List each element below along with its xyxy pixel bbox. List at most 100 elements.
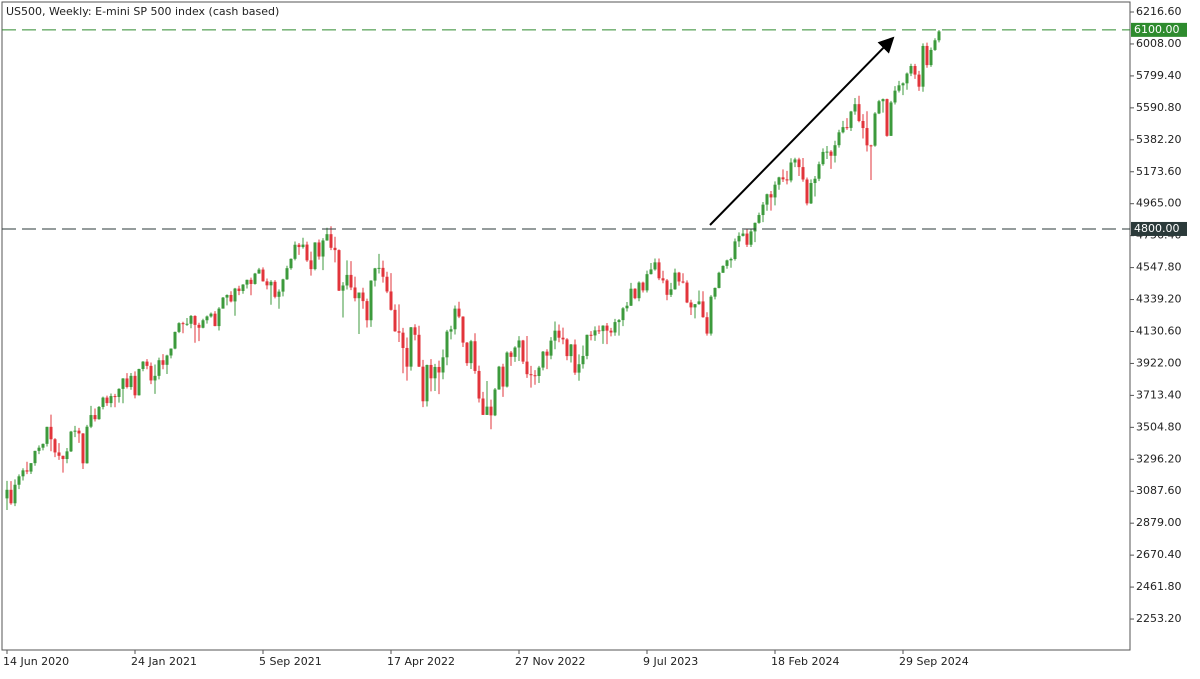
candle-body bbox=[925, 45, 929, 66]
level-label: 4800.00 bbox=[1134, 222, 1180, 235]
candle-body bbox=[61, 455, 65, 460]
candle-body bbox=[349, 274, 353, 288]
candle-body bbox=[361, 292, 365, 302]
plot-frame bbox=[1, 1, 1131, 651]
candle-body bbox=[381, 267, 385, 277]
candle-body bbox=[445, 331, 449, 358]
candle-body bbox=[229, 294, 233, 302]
candle-body bbox=[573, 344, 577, 373]
candle-body bbox=[277, 291, 281, 297]
candle-body bbox=[409, 327, 413, 367]
candle-body bbox=[829, 151, 833, 156]
y-tick-label: 2253.20 bbox=[1136, 612, 1182, 625]
trend-arrow bbox=[709, 36, 895, 226]
candle-body bbox=[209, 313, 213, 317]
candle-body bbox=[289, 258, 293, 269]
candle-body bbox=[365, 301, 369, 321]
chart-title: US500, Weekly: E-mini SP 500 index (cash… bbox=[6, 5, 279, 18]
candle-body bbox=[313, 242, 317, 270]
candle-body bbox=[569, 344, 573, 357]
candle-body bbox=[205, 316, 209, 321]
candle-body bbox=[117, 388, 121, 397]
candle-body bbox=[705, 317, 709, 334]
candle-body bbox=[137, 368, 141, 396]
y-tick-label: 2461.80 bbox=[1136, 580, 1182, 593]
candle-body bbox=[921, 45, 925, 87]
candle-body bbox=[689, 302, 693, 308]
candle-body bbox=[645, 274, 649, 291]
candle-body bbox=[813, 178, 817, 184]
candle-body bbox=[857, 104, 861, 121]
candle-body bbox=[297, 244, 301, 248]
candle-body bbox=[745, 233, 749, 245]
candle-body bbox=[521, 340, 525, 362]
candle-body bbox=[785, 179, 789, 181]
candle-body bbox=[337, 250, 341, 291]
candle-body bbox=[897, 85, 901, 91]
candle-body bbox=[737, 235, 741, 242]
y-tick-label: 4547.80 bbox=[1136, 261, 1182, 274]
candle-body bbox=[393, 309, 397, 332]
candle-body bbox=[789, 162, 793, 181]
y-tick-label: 3296.20 bbox=[1136, 452, 1182, 465]
candle-body bbox=[825, 151, 829, 153]
candle-body bbox=[201, 320, 205, 328]
candle-body bbox=[549, 340, 553, 356]
candle-body bbox=[45, 426, 49, 444]
candle-body bbox=[249, 279, 253, 284]
candle-body bbox=[725, 260, 729, 266]
candle-body bbox=[597, 330, 601, 332]
candle-body bbox=[21, 470, 25, 477]
candle-body bbox=[57, 452, 61, 456]
y-tick-label: 3087.60 bbox=[1136, 484, 1182, 497]
candle-body bbox=[17, 476, 21, 485]
candle-body bbox=[505, 352, 509, 387]
candle-body bbox=[145, 361, 149, 366]
candle-body bbox=[417, 334, 421, 367]
candle-body bbox=[873, 113, 877, 146]
candle-body bbox=[601, 325, 605, 332]
level-label-box bbox=[1131, 22, 1187, 37]
candle-body bbox=[833, 145, 837, 156]
candle-body bbox=[413, 327, 417, 335]
candle-body bbox=[33, 450, 37, 464]
candle-body bbox=[345, 274, 349, 286]
candle-body bbox=[661, 278, 665, 281]
candle-body bbox=[109, 396, 113, 404]
candle-body bbox=[913, 66, 917, 75]
candle-body bbox=[373, 268, 377, 281]
candle-body bbox=[421, 366, 425, 402]
candle-body bbox=[885, 99, 889, 136]
y-tick-label: 4130.60 bbox=[1136, 324, 1182, 337]
candle-body bbox=[845, 127, 849, 129]
candle-body bbox=[533, 375, 537, 377]
candle-body bbox=[557, 330, 561, 338]
candle-body bbox=[217, 308, 221, 327]
candle-body bbox=[441, 357, 445, 373]
candle-body bbox=[901, 83, 905, 86]
candle-body bbox=[861, 120, 865, 129]
candle-body bbox=[489, 406, 493, 416]
candle-body bbox=[257, 269, 261, 274]
candle-body bbox=[761, 204, 765, 216]
candle-body bbox=[729, 258, 733, 261]
candle-body bbox=[37, 447, 41, 451]
candle-body bbox=[461, 316, 465, 343]
candle-body bbox=[493, 389, 497, 416]
y-tick-label: 3713.40 bbox=[1136, 388, 1182, 401]
candle-body bbox=[141, 361, 145, 369]
x-tick-label: 29 Sep 2024 bbox=[899, 655, 969, 668]
candle-body bbox=[889, 102, 893, 136]
level-label: 6100.00 bbox=[1134, 23, 1180, 36]
candle-body bbox=[733, 241, 737, 259]
candle-body bbox=[173, 331, 177, 349]
candle-body bbox=[133, 375, 137, 396]
candle-body bbox=[805, 179, 809, 204]
y-tick-label: 5799.40 bbox=[1136, 69, 1182, 82]
candle-body bbox=[513, 347, 517, 357]
candle-body bbox=[905, 73, 909, 84]
y-tick-label: 5173.60 bbox=[1136, 165, 1182, 178]
candle-body bbox=[97, 406, 101, 420]
candle-body bbox=[849, 111, 853, 128]
